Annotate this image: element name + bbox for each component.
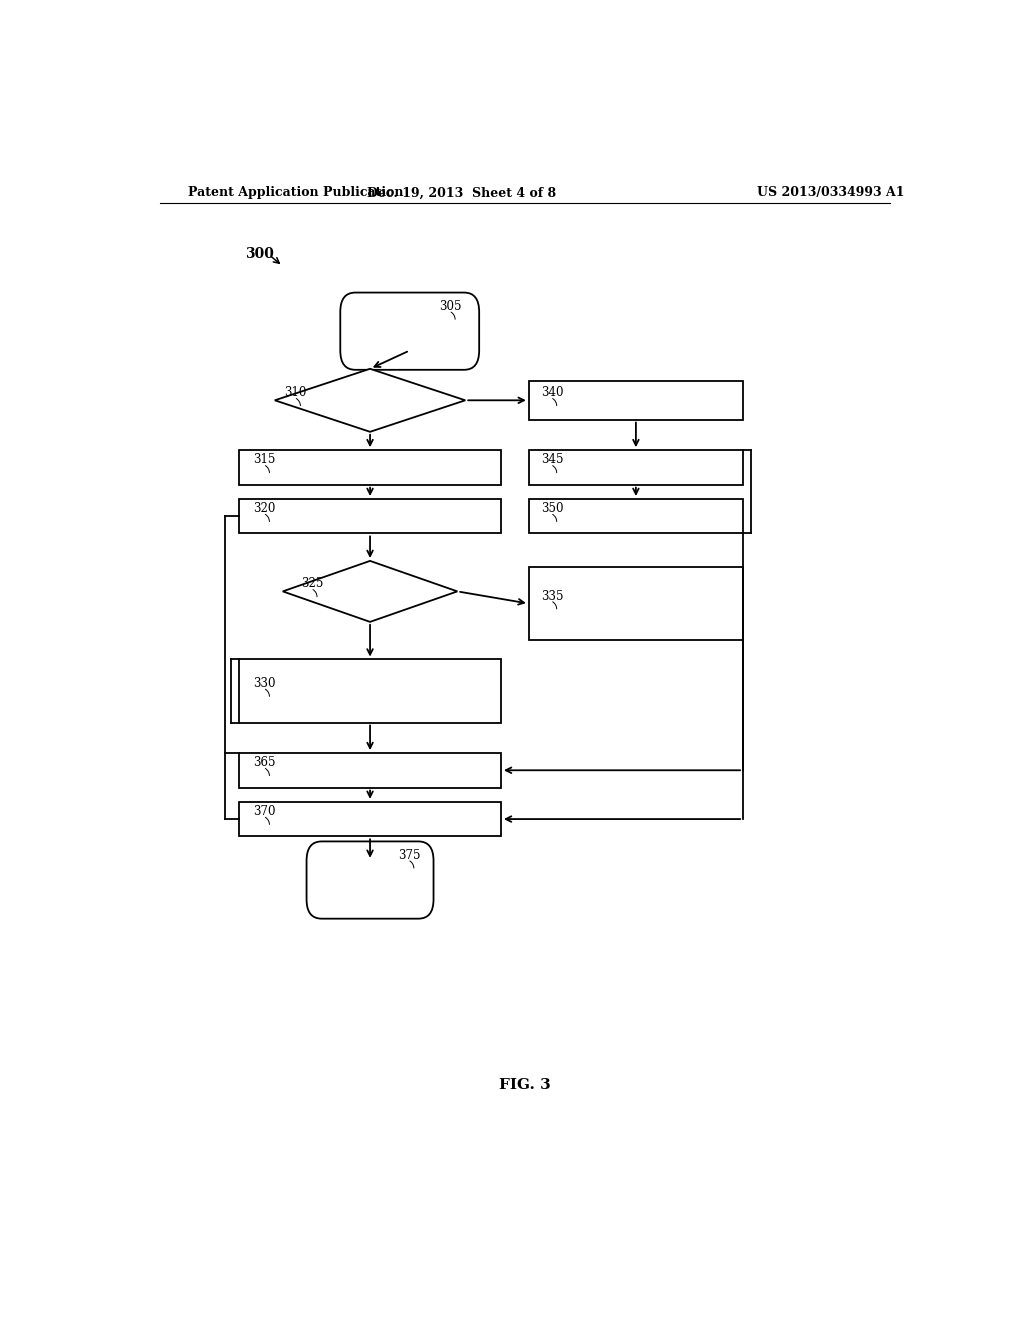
Text: 310: 310 (285, 387, 307, 399)
Bar (239, 660, 501, 722)
FancyBboxPatch shape (340, 293, 479, 370)
Text: Dec. 19, 2013  Sheet 4 of 8: Dec. 19, 2013 Sheet 4 of 8 (367, 186, 556, 199)
Text: 305: 305 (439, 300, 462, 313)
FancyBboxPatch shape (306, 841, 433, 919)
Text: 340: 340 (541, 387, 563, 399)
Text: 330: 330 (253, 677, 275, 690)
Text: 320: 320 (253, 502, 275, 515)
Text: 350: 350 (541, 502, 563, 515)
Text: FIG. 3: FIG. 3 (499, 1078, 551, 1093)
Text: US 2013/0334993 A1: US 2013/0334993 A1 (757, 186, 904, 199)
Text: 300: 300 (246, 247, 274, 261)
Text: 365: 365 (253, 756, 275, 770)
Bar (239, 450, 501, 484)
Bar (239, 752, 501, 788)
Polygon shape (274, 368, 465, 432)
Polygon shape (283, 561, 458, 622)
Text: 335: 335 (541, 590, 563, 602)
Text: Patent Application Publication: Patent Application Publication (187, 186, 403, 199)
Bar (528, 499, 743, 533)
Bar (528, 381, 743, 420)
Text: 315: 315 (253, 453, 275, 466)
Text: 325: 325 (301, 577, 324, 590)
Bar (528, 450, 743, 484)
Text: 345: 345 (541, 453, 563, 466)
Text: 375: 375 (397, 849, 420, 862)
Bar (528, 568, 743, 640)
Bar (239, 801, 501, 837)
Text: 370: 370 (253, 805, 275, 818)
Bar (239, 499, 501, 533)
